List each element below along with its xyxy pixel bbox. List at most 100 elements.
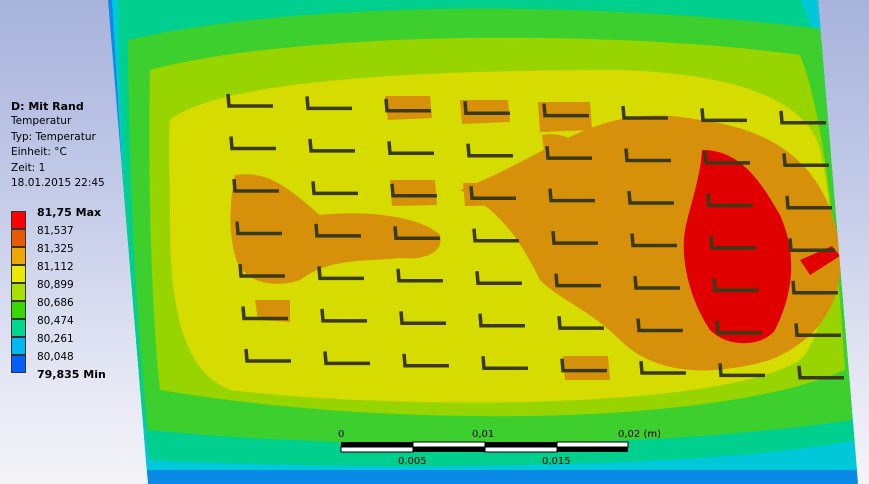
fin-icon xyxy=(308,138,355,153)
result-unit: Einheit: °C xyxy=(11,146,67,159)
fin-icon xyxy=(387,141,434,156)
scale-segment xyxy=(412,441,486,448)
fin-icon xyxy=(323,351,370,366)
legend-swatch-3 xyxy=(11,265,26,283)
fin-icon xyxy=(463,101,510,115)
fin-icon xyxy=(621,105,668,120)
legend-swatch-4 xyxy=(11,283,26,301)
legend-swatch-2 xyxy=(11,247,26,265)
fin-icon xyxy=(226,93,273,108)
fin-icon xyxy=(232,178,279,193)
scale-segment xyxy=(485,442,557,447)
legend-tick-label: 81,325 xyxy=(37,243,74,255)
fin-icon xyxy=(399,311,446,326)
contour-band-orange xyxy=(390,180,437,206)
fin-icon xyxy=(788,238,835,253)
scale-segment xyxy=(556,441,629,448)
fin-icon xyxy=(706,193,753,208)
fin-icon xyxy=(624,148,671,163)
contour-band-orange xyxy=(385,96,432,120)
scale-label-0: 0 xyxy=(338,429,345,440)
fin-icon xyxy=(317,266,364,281)
fin-icon xyxy=(478,313,525,328)
fin-icon xyxy=(475,271,522,285)
color-legend: 81,75 Max 81,537 81,325 81,112 80,899 80… xyxy=(11,206,121,389)
result-quantity: Temperatur xyxy=(11,115,72,128)
legend-tick-label: 80,899 xyxy=(37,279,74,291)
contour-band-orange xyxy=(563,356,610,380)
scale-label-0005: 0,005 xyxy=(398,456,427,467)
fin-icon xyxy=(466,143,513,158)
fin-icon xyxy=(320,308,367,323)
result-legend-panel: D: Mit Rand Temperatur Typ: Temperatur E… xyxy=(11,99,111,381)
scale-segment xyxy=(557,447,628,452)
result-timestamp: 18.01.2015 22:45 xyxy=(11,177,105,190)
scale-segment xyxy=(413,447,485,452)
legend-swatch-1 xyxy=(11,229,26,247)
fin-icon xyxy=(241,306,288,321)
fin-icon xyxy=(314,223,361,238)
fin-icon xyxy=(791,280,838,295)
fin-icon xyxy=(472,228,519,243)
scale-segment xyxy=(484,446,558,453)
contour-band-orange xyxy=(230,174,441,284)
result-title: D: Mit Rand xyxy=(11,100,84,113)
legend-tick-label: 80,048 xyxy=(37,351,74,363)
fin-array xyxy=(226,93,844,380)
legend-swatch-5 xyxy=(11,301,26,319)
fin-icon xyxy=(545,145,592,160)
fin-icon xyxy=(244,348,291,363)
fin-icon xyxy=(703,150,750,165)
fin-icon xyxy=(551,230,598,245)
scale-segment xyxy=(341,442,413,447)
fin-icon xyxy=(715,320,762,335)
scale-bar: 0 0,01 0,02 (m) 0,005 0,015 xyxy=(330,426,661,470)
scale-label-001: 0,01 xyxy=(472,429,495,440)
fin-icon xyxy=(627,190,674,205)
result-type: Typ: Temperatur xyxy=(11,130,96,143)
fin-icon xyxy=(396,268,443,283)
fin-icon xyxy=(229,136,276,151)
scale-label-002: 0,02 (m) xyxy=(618,429,661,440)
fin-icon xyxy=(630,233,677,248)
fin-icon xyxy=(700,108,747,123)
fin-icon xyxy=(384,98,431,113)
fin-icon xyxy=(548,188,595,203)
fin-icon xyxy=(390,183,437,198)
fin-icon xyxy=(557,315,604,330)
fin-icon xyxy=(402,353,449,368)
fin-icon xyxy=(797,365,844,380)
fin-icon xyxy=(311,181,358,196)
fin-icon xyxy=(393,226,440,241)
scale-label-0015: 0,015 xyxy=(542,456,571,467)
fin-icon xyxy=(633,275,680,290)
legend-swatch-6 xyxy=(11,319,26,337)
fin-icon xyxy=(554,273,601,288)
legend-tick-label: 80,686 xyxy=(37,297,74,309)
legend-tick-label: 81,537 xyxy=(37,225,74,237)
fin-icon xyxy=(636,318,683,333)
scale-segment xyxy=(340,446,414,453)
result-time: Zeit: 1 xyxy=(11,161,46,174)
fin-icon xyxy=(542,103,589,118)
contour-band-orange xyxy=(463,183,514,206)
legend-max-label: 81,75 Max xyxy=(37,206,102,219)
temperature-contour-plot xyxy=(108,0,858,484)
legend-swatch-8 xyxy=(11,355,26,373)
fin-icon xyxy=(782,153,829,168)
legend-min-label: 79,835 Min xyxy=(37,368,106,381)
fin-icon xyxy=(238,263,285,278)
fin-icon xyxy=(785,195,832,210)
fin-icon xyxy=(481,356,528,370)
legend-swatch-7 xyxy=(11,337,26,355)
legend-tick-label: 81,112 xyxy=(37,261,74,273)
fin-icon xyxy=(718,363,765,378)
fin-icon xyxy=(639,360,686,375)
fin-icon xyxy=(235,221,282,236)
fin-icon xyxy=(560,358,607,373)
legend-tick-label: 80,474 xyxy=(37,315,74,327)
fin-icon xyxy=(469,186,516,200)
legend-swatch-0 xyxy=(11,211,26,229)
legend-tick-label: 80,261 xyxy=(37,333,74,345)
